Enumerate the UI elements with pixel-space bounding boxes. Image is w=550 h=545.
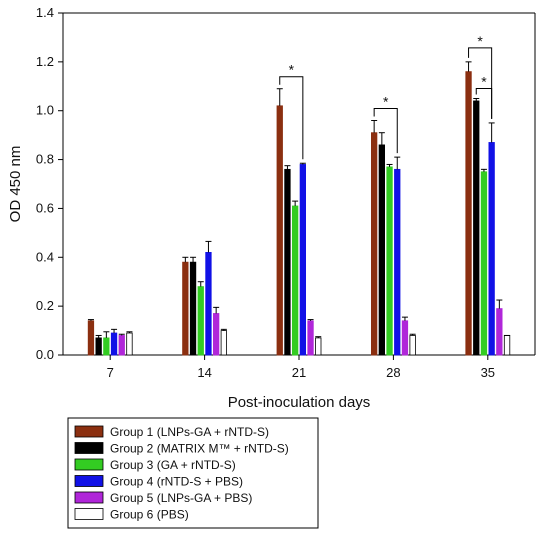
- bar: [370, 132, 378, 356]
- bar: [197, 286, 204, 356]
- legend-label: Group 1 (LNPs-GA + rNTD-S): [110, 425, 269, 439]
- x-axis-title: Post-inoculation days: [228, 394, 371, 411]
- bar: [291, 205, 299, 356]
- significance-bracket: [475, 88, 493, 119]
- bar: [315, 337, 322, 356]
- axes: [62, 12, 536, 356]
- y-tick-label: 0.6: [36, 200, 54, 215]
- x-tick-label: 14: [197, 365, 211, 380]
- bar: [182, 261, 189, 356]
- y-tick-label: 0.0: [36, 347, 54, 362]
- bar: [220, 330, 228, 356]
- significance-label: *: [383, 93, 389, 109]
- bars: [87, 71, 511, 356]
- legend-swatch: [74, 491, 104, 504]
- legend-box: [67, 417, 319, 529]
- bar: [205, 251, 212, 356]
- bar: [118, 335, 125, 356]
- y-tick-label: 1.0: [36, 103, 54, 118]
- bar: [110, 332, 118, 356]
- y-tick-label: 1.4: [36, 5, 54, 20]
- x-tick-label: 35: [481, 365, 495, 380]
- legend: Group 1 (LNPs-GA + rNTD-S) Group 2 (MATRI…: [67, 417, 319, 529]
- bar: [103, 337, 110, 356]
- y-tick-label: 0.4: [36, 249, 54, 264]
- y-ticks: 0.0 0.2 0.4 0.6 0.8 1.0 1.2 1.4: [36, 5, 63, 362]
- x-tick-label: 7: [107, 365, 114, 380]
- legend-items: Group 1 (LNPs-GA + rNTD-S) Group 2 (MATRI…: [74, 425, 289, 522]
- bar: [276, 105, 283, 356]
- significance-label: *: [289, 62, 295, 78]
- significance-bracket: [468, 47, 493, 119]
- bar: [480, 171, 488, 356]
- bar: [503, 335, 511, 356]
- bar: [378, 144, 386, 356]
- bar: [87, 320, 95, 356]
- y-tick-label: 0.2: [36, 298, 54, 313]
- y-tick-label: 0.8: [36, 152, 54, 167]
- bar: [488, 142, 495, 356]
- bar: [307, 320, 314, 356]
- legend-swatch: [74, 475, 104, 487]
- x-ticks: 7 14 21 28 35: [107, 355, 495, 380]
- x-tick-label: 21: [292, 365, 306, 380]
- significance-brackets: * * * *: [279, 33, 493, 160]
- bar: [95, 337, 102, 356]
- significance-bracket: [279, 76, 304, 160]
- y-axis-title: OD 450 nm: [7, 146, 24, 223]
- significance-label: *: [481, 74, 487, 90]
- error-bars: [87, 61, 511, 338]
- significance-label: *: [477, 33, 483, 49]
- bar: [465, 71, 472, 356]
- y-tick-label: 1.2: [36, 54, 54, 69]
- legend-label: Group 4 (rNTD-S + PBS): [110, 475, 243, 489]
- bar: [473, 100, 480, 356]
- significance-bracket: [373, 107, 398, 154]
- legend-swatch: [74, 442, 104, 454]
- legend-swatch: [74, 508, 104, 520]
- bar: [496, 308, 503, 356]
- legend-label: Group 2 (MATRIX M™ + rNTD-S): [110, 442, 289, 456]
- legend-label: Group 3 (GA + rNTD-S): [110, 458, 236, 472]
- legend-label: Group 6 (PBS): [110, 508, 189, 522]
- x-tick-label: 28: [386, 365, 400, 380]
- bar: [189, 261, 197, 356]
- legend-swatch: [74, 458, 104, 471]
- legend-swatch: [74, 425, 104, 438]
- bar: [212, 313, 220, 356]
- bar: [401, 320, 409, 356]
- bar: [126, 332, 133, 356]
- bar: [284, 168, 291, 356]
- legend-label: Group 5 (LNPs-GA + PBS): [110, 491, 252, 505]
- bar: [394, 168, 401, 356]
- bar: [409, 335, 416, 356]
- bar: [299, 164, 307, 356]
- bar: [386, 166, 393, 356]
